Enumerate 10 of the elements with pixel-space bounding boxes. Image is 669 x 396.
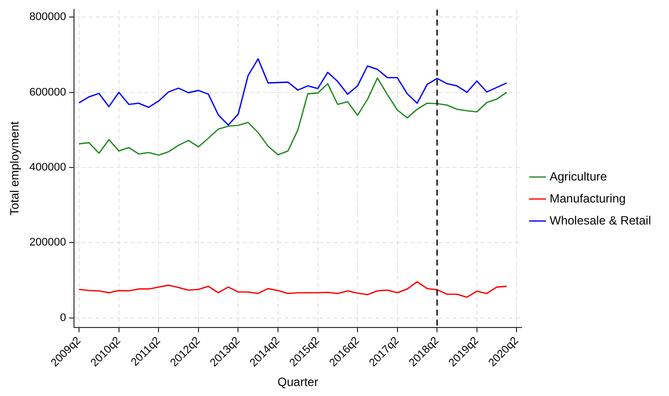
y-tick-label: 400000	[29, 162, 66, 174]
legend-label: Wholesale & Retail	[550, 213, 652, 228]
y-tick-label: 800000	[29, 11, 66, 24]
x-axis-title: Quarter	[278, 375, 318, 390]
y-tick-label: 0	[60, 312, 66, 324]
legend-label: Manufacturing	[550, 191, 626, 206]
legend-label: Agriculture	[550, 169, 608, 184]
y-tick-label: 600000	[29, 86, 66, 98]
y-axis-title: Total employment	[8, 120, 22, 216]
y-tick-label: 200000	[29, 236, 66, 249]
